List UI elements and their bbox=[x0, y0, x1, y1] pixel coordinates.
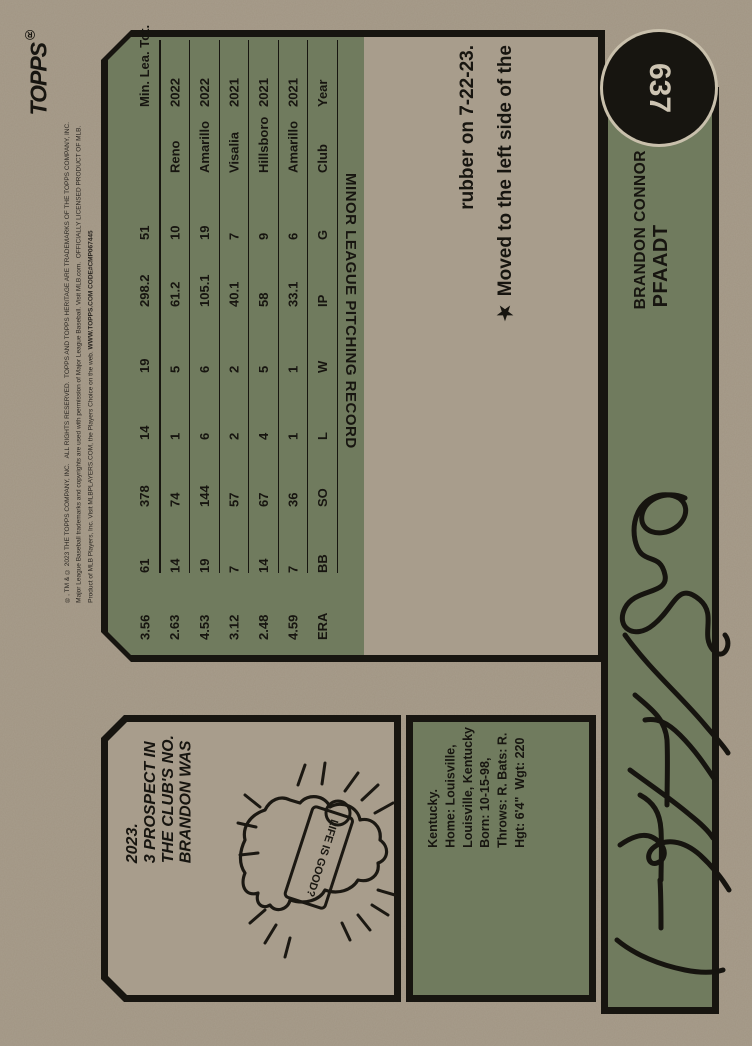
svg-text:LIFE IS GOOD?: LIFE IS GOOD? bbox=[304, 818, 340, 899]
